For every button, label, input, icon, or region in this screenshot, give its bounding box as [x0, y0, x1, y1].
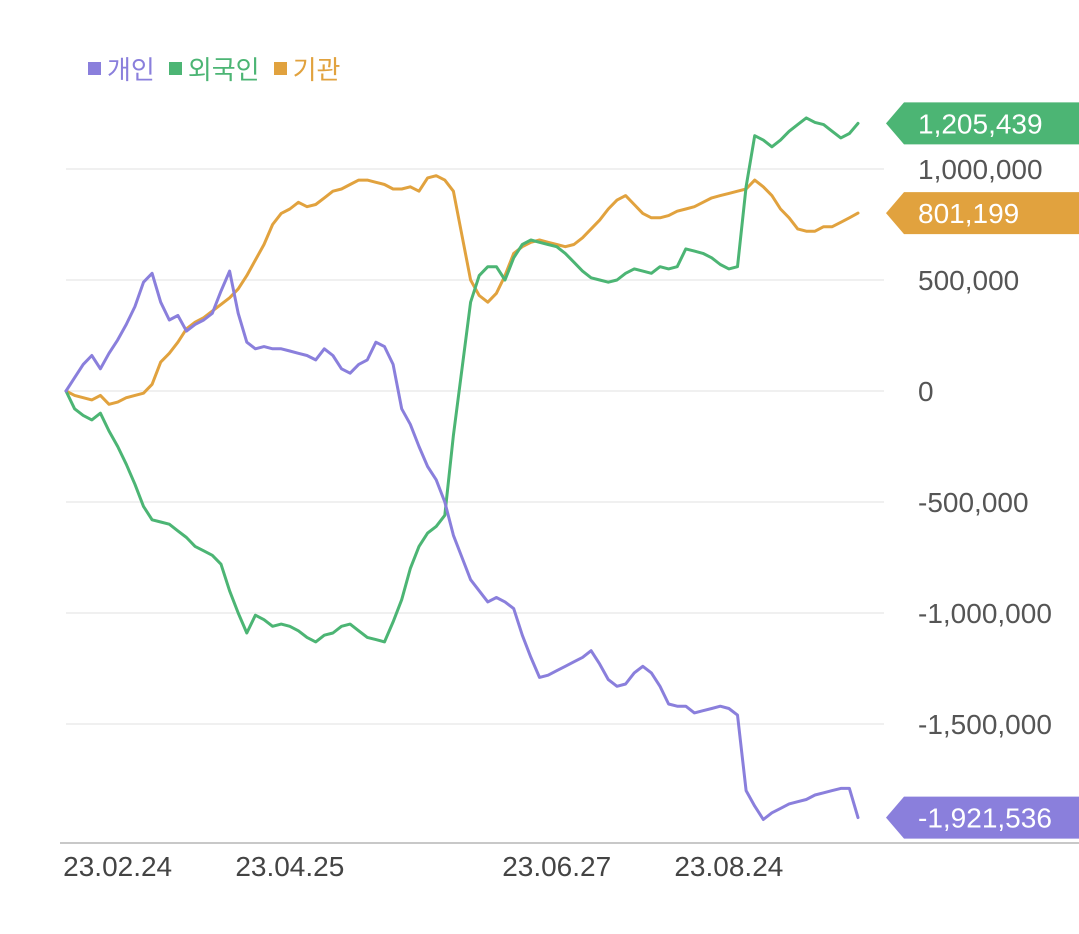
x-tick-label: 23.04.25	[235, 851, 344, 882]
x-tick-label: 23.06.27	[502, 851, 611, 882]
y-tick-label: -1,500,000	[918, 709, 1052, 740]
callout-individual-box	[886, 796, 1079, 839]
series-line-individual	[64, 269, 860, 821]
y-tick-label: -1,000,000	[918, 598, 1052, 629]
legend-item-foreign[interactable]: 외국인	[168, 50, 260, 87]
legend-swatch-institution	[273, 62, 287, 75]
legend-item-individual[interactable]: 개인	[88, 50, 155, 87]
legend: 개인 외국인 기관	[88, 50, 340, 87]
callout-individual-label: -1,921,536	[918, 803, 1052, 834]
y-tick-label: -500,000	[918, 487, 1029, 518]
callout-foreign-box	[886, 102, 1079, 145]
x-tick-label: 23.08.24	[674, 851, 783, 882]
y-tick-label: 1,000,000	[918, 154, 1043, 185]
callout-institution-box	[886, 192, 1079, 235]
legend-label-institution: 기관	[292, 56, 341, 86]
callout-institution-label: 801,199	[918, 198, 1019, 229]
y-tick-label: 0	[918, 376, 934, 407]
legend-label-individual: 개인	[107, 56, 155, 86]
legend-swatch-foreign	[168, 62, 182, 75]
callout-foreign-label: 1,205,439	[918, 108, 1043, 139]
x-tick-label: 23.02.24	[63, 851, 172, 882]
legend-swatch-individual	[88, 62, 101, 75]
series-line-foreign	[64, 116, 860, 644]
series-line-institution	[64, 174, 860, 406]
legend-item-institution[interactable]: 기관	[273, 50, 341, 87]
y-tick-label: 500,000	[918, 265, 1019, 296]
legend-label-foreign: 외국인	[187, 56, 260, 86]
